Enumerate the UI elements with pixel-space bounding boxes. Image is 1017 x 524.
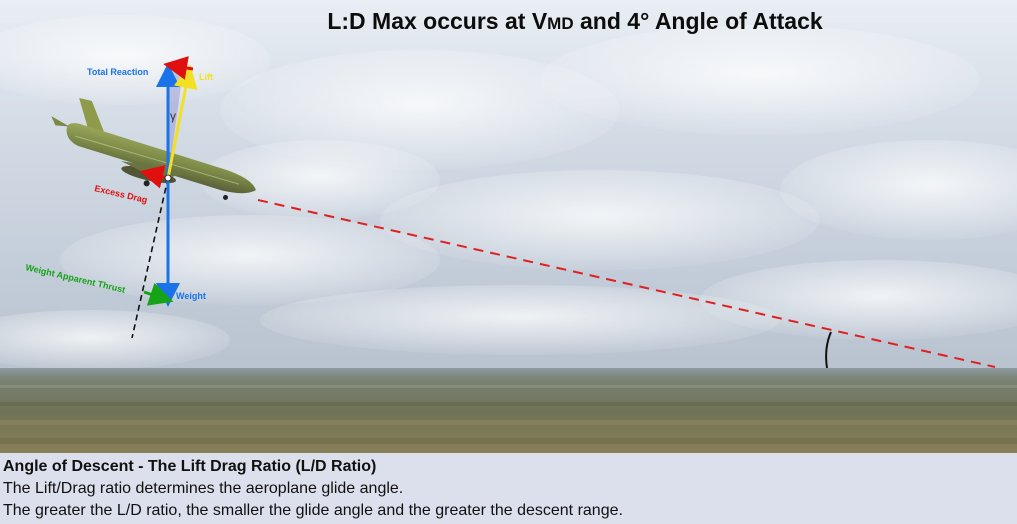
lift-label: Lift bbox=[199, 72, 213, 82]
glide-path-line bbox=[257, 199, 996, 368]
diagram-title: L:D Max occurs at VMD and 4° Angle of At… bbox=[0, 8, 1017, 35]
glide-angle-arc bbox=[825, 331, 832, 369]
centre-of-gravity-dot bbox=[164, 174, 172, 182]
diagram-canvas: Total Reaction Lift γ Excess Drag Weight… bbox=[0, 0, 1017, 453]
title-suffix: and 4° Angle of Attack bbox=[573, 8, 823, 34]
glide-diagram: Total Reaction Lift γ Excess Drag Weight… bbox=[0, 0, 1017, 453]
gamma-wedge bbox=[168, 68, 183, 178]
ground-texture bbox=[0, 385, 1017, 444]
weight-label: Weight bbox=[176, 291, 206, 301]
title-subscript: MD bbox=[547, 14, 574, 33]
lift-arrow bbox=[166, 64, 198, 179]
caption-panel: Angle of Descent - The Lift Drag Ratio (… bbox=[0, 453, 1017, 524]
apparent-thrust-line bbox=[131, 177, 169, 339]
title-prefix: L:D Max occurs at V bbox=[327, 8, 548, 34]
gamma-label: γ bbox=[170, 109, 176, 123]
caption-line-1: The Lift/Drag ratio determines the aerop… bbox=[3, 480, 404, 497]
apparent-thrust-arrow bbox=[143, 282, 174, 306]
total-reaction-label: Total Reaction bbox=[87, 67, 148, 77]
ground-background bbox=[0, 368, 1017, 453]
drag-top-arrow bbox=[163, 56, 194, 80]
caption-line-2: The greater the L/D ratio, the smaller t… bbox=[3, 502, 623, 519]
caption-heading: Angle of Descent - The Lift Drag Ratio (… bbox=[3, 458, 377, 475]
cloud-texture bbox=[0, 15, 1017, 370]
